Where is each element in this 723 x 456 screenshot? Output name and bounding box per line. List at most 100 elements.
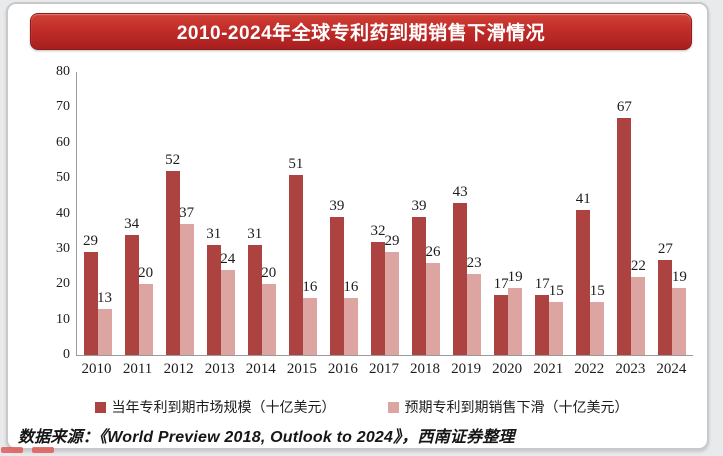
bar-2011-series2: 20 [138, 266, 153, 355]
bar-value-label: 31 [206, 226, 222, 243]
x-tick-label-2011: 2011 [122, 361, 153, 377]
bar-group-2020: 17 19 [488, 72, 529, 355]
bar-2017-series2: 29 [384, 234, 399, 355]
bar-2022-series1: 41 [576, 191, 591, 355]
bar-2021-series1: 17 [535, 276, 550, 355]
bar-value-label: 22 [630, 258, 646, 275]
bar-2016-series1: 39 [329, 199, 344, 355]
bar-value-label: 39 [411, 198, 427, 215]
bar-group-2015: 51 16 [282, 72, 323, 355]
legend-item-series2: 预期专利到期销售下滑（十亿美元） [387, 397, 629, 417]
bar-2011-series1: 34 [124, 216, 139, 355]
bar-group-2018: 39 26 [406, 72, 447, 355]
bar-2010-series1: 29 [83, 234, 98, 355]
bar-value-label: 27 [657, 240, 673, 257]
x-tick-label-2022: 2022 [574, 361, 605, 377]
bar-value-label: 31 [247, 226, 263, 243]
bar-value-label: 29 [83, 233, 99, 250]
bar-value-label: 23 [466, 254, 482, 271]
bar-2014-series2: 20 [261, 266, 276, 355]
bar-2015-series2: 16 [302, 280, 317, 355]
bar-2016-series2: 16 [343, 280, 358, 355]
bar-value-label: 13 [97, 290, 113, 307]
x-tick-label-2019: 2019 [451, 361, 482, 377]
y-tick-label-70: 70 [56, 99, 70, 115]
bar-group-2014: 31 20 [241, 72, 282, 355]
x-tick-label-2024: 2024 [656, 361, 687, 377]
y-tick-label-60: 60 [56, 134, 70, 150]
bar-2013-series2: 24 [220, 252, 235, 355]
bar-2010-series2: 13 [97, 291, 112, 355]
y-tick-label-10: 10 [56, 311, 70, 327]
y-tick-label-80: 80 [56, 64, 70, 79]
x-axis-labels: 2010 2011 2012 2013 2014 2015 2016 2017 2018 2019… [76, 361, 692, 378]
bar-value-label: 19 [507, 268, 523, 285]
bar-2023-series1: 67 [617, 100, 632, 355]
series2-marker-icon [387, 401, 399, 413]
bar-value-label: 32 [370, 222, 386, 239]
bar-2024-series2: 19 [672, 269, 687, 355]
bar-value-label: 26 [425, 244, 441, 261]
bar-2020-series2: 19 [508, 269, 523, 355]
bar-group-2016: 39 16 [323, 72, 364, 355]
bar-value-label: 24 [220, 251, 236, 268]
x-tick-label-2017: 2017 [368, 361, 399, 377]
bar-2015-series1: 51 [288, 156, 303, 355]
legend-label-series1: 当年专利到期市场规模（十亿美元） [111, 401, 336, 416]
bar-2012-series2: 37 [179, 206, 194, 355]
plot-area: 29 13 34 20 52 37 31 24 31 20 51 16 39 16 32 29 39 26 43 23… [76, 72, 693, 356]
bar-group-2023: 67 22 [611, 72, 652, 355]
y-tick-label-20: 20 [56, 276, 70, 292]
source-prefix: 数据来源： [18, 429, 100, 446]
x-tick-label-2014: 2014 [245, 361, 276, 377]
bar-group-2013: 31 24 [200, 72, 241, 355]
bar-groups: 29 13 34 20 52 37 31 24 31 20 51 16 39 16 32 29 39 26 43 23… [77, 72, 693, 355]
bar-group-2012: 52 37 [159, 72, 200, 355]
bar-value-label: 52 [165, 152, 181, 169]
bar-2022-series2: 15 [590, 283, 605, 355]
y-tick-label-30: 30 [56, 240, 70, 256]
bar-value-label: 15 [548, 282, 564, 299]
bar-value-label: 67 [616, 99, 632, 115]
x-tick-label-2021: 2021 [533, 361, 564, 377]
source-line: 数据来源：《World Preview 2018, Outlook to 202… [18, 423, 708, 447]
x-tick-label-2012: 2012 [163, 361, 194, 377]
bar-value-label: 43 [452, 183, 468, 200]
x-tick-label-2016: 2016 [327, 361, 358, 377]
bar-value-label: 41 [575, 190, 591, 207]
bar-group-2017: 32 29 [364, 72, 405, 355]
bar-value-label: 39 [329, 198, 345, 215]
bar-2020-series1: 17 [494, 276, 509, 355]
bar-value-label: 20 [138, 265, 154, 282]
bar-value-label: 15 [589, 282, 605, 299]
bar-2017-series1: 32 [370, 223, 385, 355]
bar-value-label: 16 [302, 279, 318, 296]
x-tick-label-2013: 2013 [204, 361, 235, 377]
bar-value-label: 17 [493, 275, 509, 292]
x-tick-label-2010: 2010 [81, 361, 112, 377]
bar-value-label: 51 [288, 155, 304, 172]
bar-2021-series2: 15 [549, 283, 564, 355]
y-tick-label-40: 40 [56, 205, 70, 221]
bar-value-label: 20 [261, 265, 277, 282]
page-title: 2010-2024年全球专利药到期销售下滑情况 [176, 23, 546, 44]
bar-group-2010: 29 13 [77, 72, 118, 355]
bar-2012-series1: 52 [165, 153, 180, 355]
bar-2019-series1: 43 [453, 184, 468, 355]
bar-2018-series2: 26 [426, 245, 441, 355]
y-tick-label-0: 0 [63, 347, 70, 362]
clipped-red-artifact [1, 447, 54, 453]
legend-label-series2: 预期专利到期销售下滑（十亿美元） [404, 401, 629, 416]
x-tick-label-2023: 2023 [615, 361, 646, 377]
legend-item-series1: 当年专利到期市场规模（十亿美元） [94, 397, 336, 417]
chart-legend: 当年专利到期市场规模（十亿美元） 预期专利到期销售下滑（十亿美元） [0, 397, 723, 417]
bar-value-label: 29 [384, 233, 400, 250]
bar-value-label: 16 [343, 279, 359, 296]
bar-value-label: 19 [671, 268, 687, 285]
bar-2019-series2: 23 [467, 255, 482, 355]
y-tick-label-50: 50 [56, 170, 70, 186]
source-text: 《World Preview 2018, Outlook to 2024》，西南… [99, 429, 515, 446]
bar-value-label: 37 [179, 205, 195, 222]
bar-value-label: 17 [534, 275, 550, 292]
bar-group-2011: 34 20 [118, 72, 159, 355]
